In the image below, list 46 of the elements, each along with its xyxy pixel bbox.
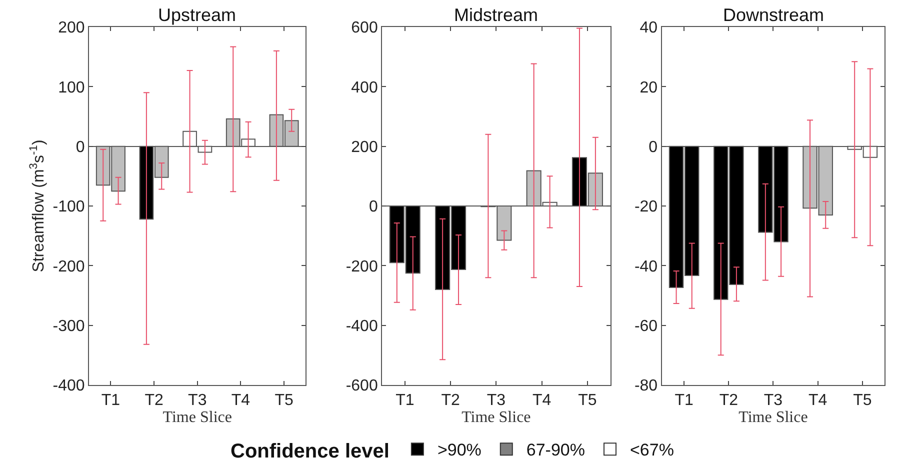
y-tick-label: 400	[351, 79, 378, 96]
y-tick-label: 200	[351, 138, 378, 156]
y-tick-label: 200	[58, 20, 85, 37]
y-tick-label: 0	[368, 198, 378, 216]
y-tick-label: 40	[640, 20, 658, 37]
category-label: 67-90%	[526, 440, 585, 460]
x-tick-label: T5	[853, 392, 872, 410]
y-tick-label: -200	[52, 258, 85, 276]
y-tick-label: -200	[346, 258, 378, 276]
x-axis-title: Time Slice	[462, 409, 531, 426]
y-tick-label: -80	[634, 378, 658, 395]
y-tick-label: -400	[346, 318, 378, 335]
y-tick-label: 20	[640, 79, 658, 96]
y-tick-label: 0	[648, 138, 658, 156]
x-tick-label: T3	[764, 392, 783, 410]
x-axis-title: Time Slice	[738, 409, 808, 426]
chart-title: Downstream	[723, 5, 824, 25]
category-label: >90%	[437, 440, 482, 460]
y-tick-label: -40	[634, 258, 658, 276]
x-tick-label: T5	[578, 392, 597, 410]
x-tick-label: T2	[144, 392, 164, 410]
x-tick-label: T4	[231, 392, 250, 410]
x-axis-title: Time Slice	[162, 409, 232, 426]
y-tick-label: 600	[351, 20, 378, 37]
y-tick-label: -100	[52, 198, 85, 216]
x-tick-label: T4	[532, 392, 552, 410]
y-tick-label: 0	[76, 138, 85, 156]
x-tick-label: T5	[274, 392, 294, 410]
x-tick-label: T1	[101, 392, 120, 410]
category-label: <67%	[630, 440, 674, 460]
x-tick-label: T3	[486, 392, 506, 410]
x-tick-label: T3	[188, 392, 207, 410]
x-tick-label: T1	[674, 392, 694, 410]
x-tick-label: T2	[719, 392, 738, 410]
y-tick-label: -60	[634, 318, 658, 335]
y-tick-label: -400	[52, 378, 85, 395]
y-tick-label: -300	[52, 318, 85, 335]
chart-title: Upstream	[158, 5, 236, 25]
y-tick-label: -20	[634, 198, 658, 216]
y-tick-label: -600	[346, 378, 378, 395]
y-tick-label: 100	[58, 79, 85, 96]
x-tick-label: T1	[396, 392, 414, 410]
x-tick-label: T2	[441, 392, 460, 410]
x-tick-label: T4	[808, 392, 828, 410]
chart-title: Midstream	[454, 5, 538, 25]
legend-title: Confidence level	[230, 440, 390, 463]
